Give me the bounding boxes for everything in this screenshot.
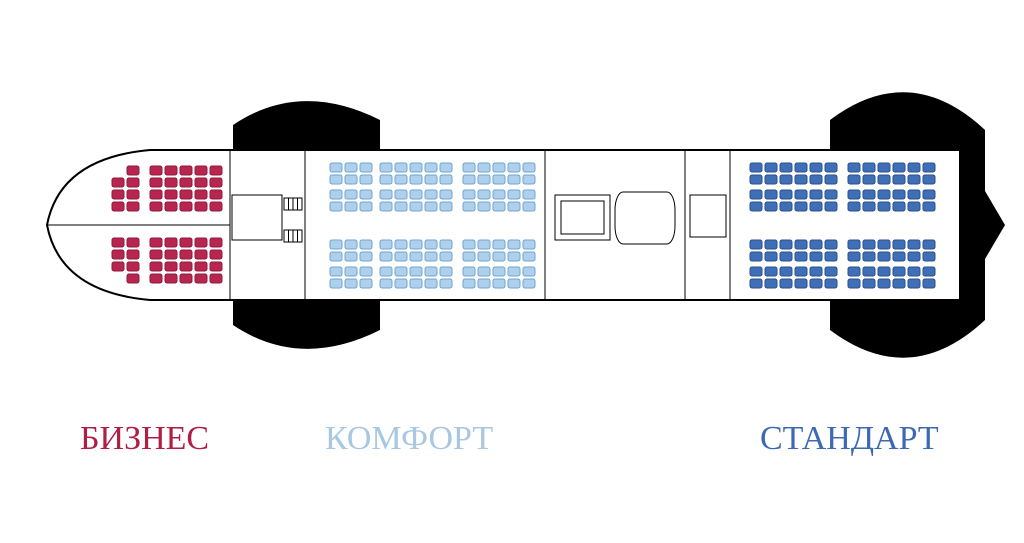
deck-plan-svg (0, 0, 1024, 543)
label-business: БИЗНЕС (80, 420, 209, 458)
label-standard: СТАНДАРТ (760, 420, 939, 458)
label-comfort: КОМФОРТ (325, 420, 493, 458)
